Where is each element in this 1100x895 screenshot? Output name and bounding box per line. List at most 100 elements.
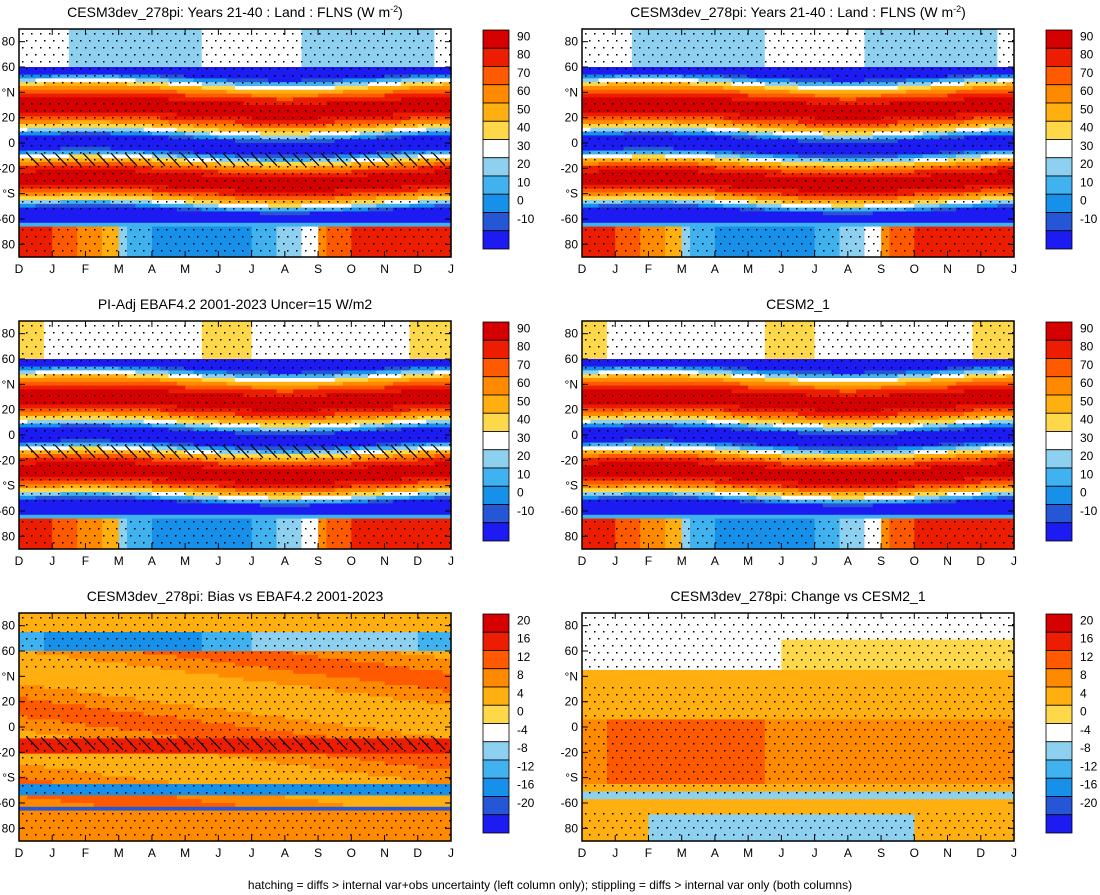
- y-tick-label: °S: [2, 187, 15, 201]
- colorbar-label: 90: [1080, 321, 1094, 335]
- colorbar-label: 20: [1080, 613, 1094, 627]
- colorbar-label: 80: [1080, 340, 1094, 354]
- colorbar-label: -20: [517, 796, 535, 810]
- colorbar-swatch: [483, 48, 509, 66]
- colorbar-label: 40: [517, 121, 531, 135]
- y-tick-label: -20: [561, 745, 579, 759]
- colorbar-label: 50: [517, 394, 531, 408]
- x-tick-label: D: [15, 554, 24, 568]
- y-tick-label: 80: [2, 237, 16, 251]
- colorbar-label: 60: [1080, 376, 1094, 390]
- x-tick-label: D: [976, 262, 985, 276]
- colorbar-swatch: [483, 140, 509, 158]
- colorbar-label: 70: [517, 358, 531, 372]
- colorbar-label: 50: [517, 102, 531, 116]
- chart-panel-6: CESM3dev_278pi: Change vs CESM2_18060°N2…: [561, 588, 1098, 860]
- colorbar-label: -12: [1080, 759, 1098, 773]
- x-tick-label: S: [314, 262, 322, 276]
- colorbar-label: 4: [517, 686, 524, 700]
- colorbar-swatch: [483, 450, 509, 468]
- colorbar-swatch: [483, 523, 509, 541]
- x-tick-label: N: [943, 262, 952, 276]
- colorbar-swatch: [483, 322, 509, 340]
- x-tick-label: O: [347, 554, 356, 568]
- x-tick-label: J: [812, 846, 818, 860]
- colorbar-label: 10: [1080, 175, 1094, 189]
- colorbar-label: -8: [517, 741, 528, 755]
- x-tick-label: A: [844, 554, 852, 568]
- y-tick-label: °S: [565, 479, 578, 493]
- colorbar-swatch: [483, 815, 509, 833]
- y-tick-label: 80: [565, 327, 579, 341]
- colorbar-label: -16: [1080, 778, 1098, 792]
- y-tick-label: 60: [2, 352, 16, 366]
- figure-canvas: CESM3dev_278pi: Years 21-40 : Land : FLN…: [0, 0, 1100, 895]
- x-tick-label: D: [413, 846, 422, 860]
- colorbar-swatch: [1046, 322, 1072, 340]
- x-tick-label: F: [82, 846, 89, 860]
- colorbar-swatch: [483, 505, 509, 523]
- chart-title: CESM3dev_278pi: Years 21-40 : Land : FLN…: [630, 4, 966, 20]
- colorbar-swatch: [483, 724, 509, 742]
- colorbar-swatch: [483, 377, 509, 395]
- x-tick-label: J: [812, 262, 818, 276]
- colorbar-swatch: [483, 760, 509, 778]
- colorbar-label: 8: [517, 668, 524, 682]
- colorbar-label: 0: [1080, 194, 1087, 208]
- colorbar-label: -10: [517, 212, 535, 226]
- colorbar-label: 80: [517, 340, 531, 354]
- colorbar-label: 0: [517, 705, 524, 719]
- x-tick-label: F: [645, 846, 652, 860]
- colorbar-swatch: [483, 176, 509, 194]
- x-tick-label: A: [844, 262, 852, 276]
- colorbar-swatch: [483, 468, 509, 486]
- x-tick-label: D: [976, 554, 985, 568]
- colorbar-swatch: [483, 158, 509, 176]
- colorbar-swatch: [1046, 85, 1072, 103]
- colorbar-label: 60: [517, 84, 531, 98]
- colorbar-label: -10: [517, 504, 535, 518]
- colorbar-label: 0: [1080, 486, 1087, 500]
- colorbar-swatch: [1046, 468, 1072, 486]
- x-tick-label: S: [314, 846, 322, 860]
- colorbar-label: 30: [1080, 139, 1094, 153]
- y-tick-label: 80: [565, 35, 579, 49]
- colorbar-swatch: [1046, 194, 1072, 212]
- y-tick-label: 60: [565, 60, 579, 74]
- y-tick-label: 0: [8, 136, 15, 150]
- colorbar-label: 30: [517, 431, 531, 445]
- colorbar-swatch: [1046, 797, 1072, 815]
- x-tick-label: O: [910, 554, 919, 568]
- x-tick-label: D: [413, 262, 422, 276]
- field-cells: [19, 321, 452, 550]
- colorbar-swatch: [1046, 669, 1072, 687]
- y-tick-label: 20: [565, 403, 579, 417]
- colorbar-swatch: [483, 121, 509, 139]
- x-tick-label: A: [711, 846, 719, 860]
- colorbar-swatch: [483, 231, 509, 249]
- colorbar-label: 40: [517, 413, 531, 427]
- figure-footnote: hatching = diffs > internal var+obs unce…: [0, 878, 1100, 892]
- x-tick-label: M: [743, 554, 753, 568]
- x-tick-label: O: [347, 846, 356, 860]
- chart-title: CESM3dev_278pi: Years 21-40 : Land : FLN…: [67, 4, 403, 20]
- y-tick-label: °N: [2, 669, 15, 683]
- y-tick-label: 60: [565, 644, 579, 658]
- x-tick-label: S: [877, 554, 885, 568]
- colorbar-swatch: [483, 103, 509, 121]
- x-tick-label: F: [82, 262, 89, 276]
- colorbar-label: 8: [1080, 668, 1087, 682]
- field-cells: [19, 29, 452, 258]
- colorbar-label: 20: [1080, 157, 1094, 171]
- colorbar-swatch: [1046, 340, 1072, 358]
- colorbar-swatch: [1046, 67, 1072, 85]
- colorbar-swatch: [1046, 213, 1072, 231]
- x-tick-label: J: [778, 846, 784, 860]
- x-tick-label: D: [578, 262, 587, 276]
- colorbar-swatch: [483, 213, 509, 231]
- y-tick-label: 20: [2, 403, 16, 417]
